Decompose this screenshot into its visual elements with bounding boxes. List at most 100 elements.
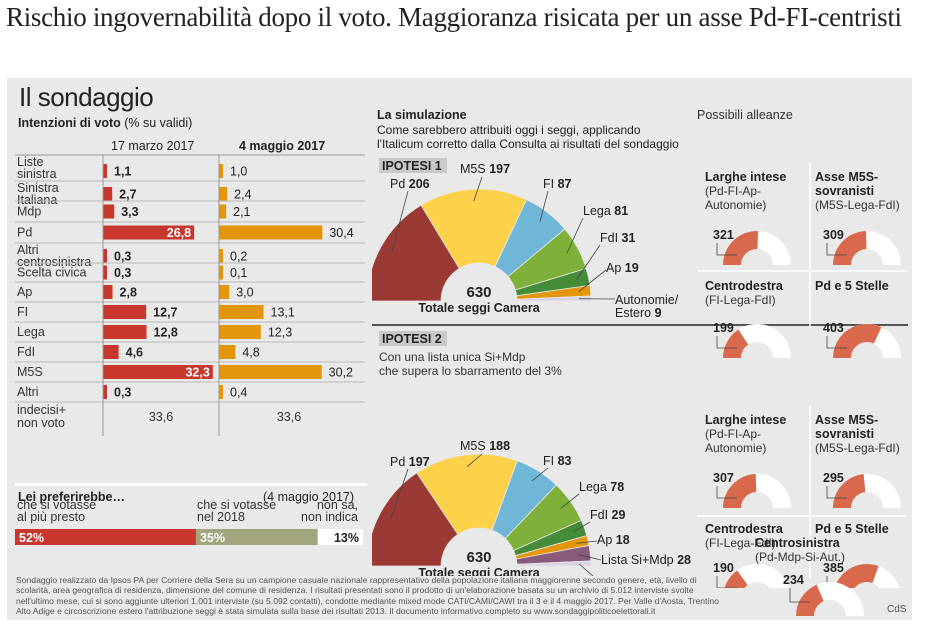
infographic-panel: Il sondaggio Intenzioni di voto (% su va… [7,78,912,620]
slice-name: Ap [597,533,616,547]
data-label: 12,3 [268,326,292,340]
category-label: Ap [17,285,32,299]
alliance-name: Asse M5S- [815,413,878,427]
gauge-leader [826,243,847,256]
category-label: Altri [17,385,39,399]
data-label: 2,1 [233,205,250,219]
leader-line [560,493,580,509]
data-label: 0,1 [230,266,247,280]
alliances-gauges: Larghe intese(Pd-FI-Ap-Autonomie)321Asse… [697,163,907,588]
preference-date: (4 maggio 2017) [263,490,355,504]
bar [103,285,113,299]
gauge-value: 309 [823,228,844,242]
bar [219,345,236,359]
footnote-line: scolarità, area geografica di residenza,… [16,585,694,596]
total-seats-label: Totale seggi Camera [418,301,540,315]
preference-label: che si votasse [17,498,96,512]
category-label: Altri [17,243,39,257]
gauge-leader [789,588,810,603]
slice-label: FI 87 [543,177,572,191]
gauge-value: 295 [823,471,844,485]
preference-bar [195,529,318,545]
data-label: 30,4 [329,226,353,240]
alliance-name: sovranisti [815,184,874,198]
center-hole [441,528,517,566]
alliance-name: Centrosinistra [755,536,841,550]
alliance-parties: (Pd-Mdp-Si-Aut.) [755,550,845,564]
category-label: FI [17,305,28,319]
alliance-name: Pd e 5 Stelle [815,522,889,536]
bar [103,204,115,219]
bar [219,325,261,339]
hypothesis-desc: Con una lista unica Si+Mdp [379,350,526,364]
category-label: indecisi+ [17,403,66,417]
gauge-value: 307 [713,471,734,485]
slice-label: Autonomie/ [615,293,679,307]
intentions-subtitle: (% su validi) [124,116,193,130]
gauge-fill [723,474,757,508]
slice-value: 31 [622,231,636,245]
gauge-value: 385 [823,561,844,575]
simulation-desc-line: Come sarebbero attribuiti oggi i seggi, … [377,123,641,137]
gauge-fill [724,570,748,588]
hypothesis-badge [379,331,447,346]
simulation-desc-line: l'Italicum corretto dalla Consulta ai ri… [377,137,679,151]
total-seats-label: Totale seggi Camera [418,566,540,576]
bar [219,164,223,178]
gauge-fill [723,329,749,358]
headline: Rischio ingovernabilità dopo il voto. Ma… [6,2,902,32]
data-label: 4,8 [242,346,259,360]
slice-value: 9 [655,306,662,320]
alliances-title: Possibili alleanze [697,108,793,122]
alliance-name: Pd e 5 Stelle [815,279,889,293]
gauge-value: 234 [783,573,804,587]
data-label: 1,0 [230,165,247,179]
slice-name: Lega [579,480,610,494]
gauge-leader [716,243,737,256]
panel-title: Il sondaggio [19,82,154,112]
bar [219,204,227,219]
preference-label: non sa, [317,498,358,512]
slice-value: 83 [558,454,572,468]
alliance-parties: Autonomie) [705,198,766,212]
intentions-header: Intenzioni di voto (% su validi) [18,116,192,130]
alliance-parties: (M5S-Lega-FdI) [815,198,900,212]
gauge-fill [834,564,879,588]
bar [103,385,107,399]
footnote-line: Alto Adige e circoscrizione estero l'att… [16,606,656,617]
leader-line [578,563,594,576]
category-label: sinistra [17,167,57,181]
preference-value: 52% [19,531,44,545]
bar [103,265,107,280]
gauge-fill [833,474,866,508]
gauge-value: 190 [713,561,734,575]
alliance-parties: (Pd-FI-Ap- [705,184,761,198]
slice-name: FI [543,177,558,191]
bar [103,345,119,359]
data-label: 33,6 [277,410,301,424]
slice-label: Lega 81 [583,204,628,218]
leader-line [572,521,591,533]
total-seats: 630 [466,549,491,566]
gauge-leader [716,576,737,588]
preference-title: Lei preferirebbe… [18,490,125,504]
bar [103,325,147,339]
alliance-parties: (Pd-FI-Ap- [705,427,761,441]
alliance-parties: Autonomie) [705,441,766,455]
category-label: M5S [17,365,43,379]
bar [219,305,264,319]
leader-line [576,540,598,544]
slice-value: 19 [625,261,639,275]
total-seats: 630 [466,284,491,301]
hypothesis-title: IPOTESI 2 [382,332,442,346]
center-hole [441,263,517,301]
gauge-fill [796,584,824,616]
data-label: 0,3 [114,386,131,400]
slice-name: M5S [460,162,489,176]
bar [219,365,322,379]
slice-name: Estero [615,306,655,320]
slice-label: Lista Si+Mdp 28 [601,553,691,567]
